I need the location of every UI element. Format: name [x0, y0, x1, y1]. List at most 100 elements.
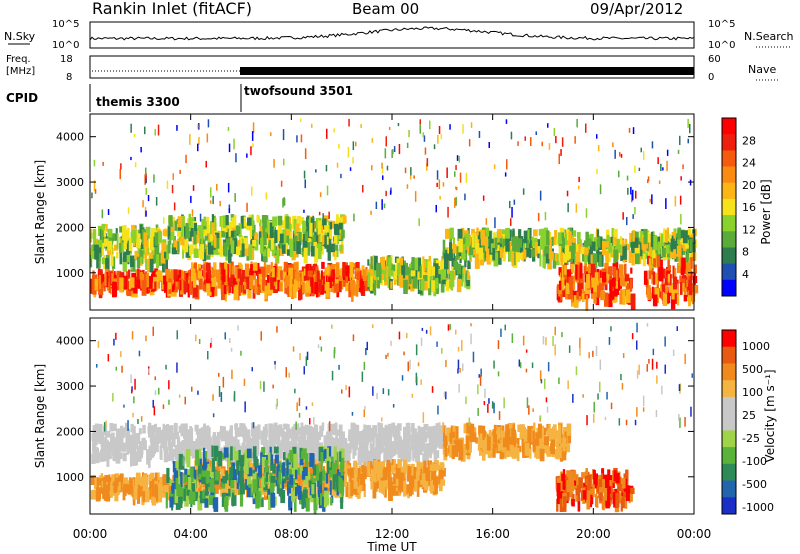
heatmap-cell: [202, 249, 207, 262]
heatmap-cell: [298, 427, 301, 435]
heatmap-cell: [458, 238, 463, 253]
heatmap-cell: [251, 186, 253, 196]
heatmap-cell: [465, 240, 470, 254]
heatmap-cell: [110, 485, 115, 495]
heatmap-cell: [610, 237, 614, 244]
heatmap-cell: [634, 207, 636, 215]
heatmap-cell: [550, 443, 555, 455]
heatmap-cell: [676, 233, 681, 247]
heatmap-cell: [324, 235, 327, 249]
heatmap-cell: [671, 231, 676, 241]
heatmap-cell: [573, 295, 579, 308]
heatmap-cell: [279, 451, 283, 460]
cpid-segment-1: themis 3300: [96, 95, 180, 109]
heatmap-cell: [523, 427, 526, 439]
heatmap-cell: [620, 289, 624, 304]
heatmap-cell: [222, 269, 226, 282]
heatmap-cell: [440, 479, 446, 486]
heatmap-cell: [151, 487, 156, 497]
heatmap-cell: [605, 250, 609, 267]
heatmap-cell: [620, 240, 624, 256]
heatmap-cell: [269, 446, 272, 458]
heatmap-cell: [289, 450, 294, 463]
heatmap-cell: [493, 402, 495, 414]
heatmap-cell: [456, 155, 459, 161]
heatmap-cell: [443, 425, 446, 442]
heatmap-cell: [572, 230, 577, 237]
heatmap-cell: [591, 263, 595, 278]
heatmap-cell: [176, 362, 178, 373]
heatmap-cell: [688, 279, 693, 296]
heatmap-cell: [227, 182, 230, 193]
heatmap-cell: [259, 477, 262, 491]
colorbar-swatch: [722, 150, 736, 168]
heatmap-cell: [268, 240, 273, 250]
heatmap-cell: [191, 386, 193, 392]
heatmap-cell: [505, 119, 508, 124]
heatmap-cell: [163, 485, 168, 493]
nsky-frame: [89, 21, 695, 49]
heatmap-cell: [369, 443, 375, 455]
heatmap-cell: [274, 360, 276, 370]
heatmap-cell: [339, 269, 343, 284]
heatmap-cell: [374, 447, 378, 456]
heatmap-cell: [240, 216, 244, 229]
heatmap-cell: [479, 449, 482, 456]
heatmap-cell: [595, 345, 598, 357]
heatmap-cell: [155, 197, 158, 206]
heatmap-cell: [330, 448, 335, 458]
heatmap-cell: [329, 222, 333, 230]
heatmap-cell: [471, 228, 475, 236]
heatmap-cell: [367, 464, 371, 476]
heatmap-cell: [246, 470, 252, 486]
heatmap-cell: [271, 442, 275, 457]
heatmap-cell: [235, 153, 237, 163]
heatmap-cell: [278, 445, 282, 455]
heatmap-cell: [383, 203, 386, 209]
heatmap-cell: [374, 471, 377, 483]
heatmap-cell: [356, 271, 361, 281]
heatmap-cell: [185, 489, 190, 500]
heatmap-cell: [377, 276, 380, 289]
heatmap-cell: [121, 282, 124, 292]
heatmap-cell: [522, 443, 527, 458]
heatmap-cell: [231, 369, 233, 379]
heatmap-cell: [260, 279, 264, 290]
heatmap-cell: [453, 237, 455, 247]
heatmap-cell: [574, 253, 577, 269]
heatmap-cell: [171, 216, 175, 224]
heatmap-cell: [434, 450, 440, 459]
heatmap-cell: [693, 272, 696, 287]
heatmap-cell: [490, 431, 495, 439]
colorbar-tick-label: 8: [742, 246, 749, 259]
heatmap-cell: [500, 439, 504, 451]
heatmap-cell: [301, 281, 305, 294]
heatmap-cell: [234, 427, 240, 437]
heatmap-cell: [322, 218, 327, 230]
heatmap-cell: [116, 442, 121, 454]
heatmap-cell: [250, 264, 255, 280]
heatmap-cell: [285, 437, 290, 449]
heatmap-cell: [615, 238, 620, 249]
heatmap-cell: [322, 496, 326, 512]
heatmap-cell: [537, 246, 541, 254]
heatmap-cell: [246, 153, 248, 158]
heatmap-cell: [511, 251, 515, 266]
heatmap-cell: [558, 267, 563, 276]
heatmap-cell: [363, 409, 365, 418]
heatmap-cell: [623, 488, 627, 500]
heatmap-cell: [215, 232, 220, 239]
heatmap-cell: [209, 234, 213, 242]
heatmap-cell: [432, 463, 438, 471]
heatmap-cell: [209, 267, 214, 284]
heatmap-cell: [226, 433, 231, 444]
heatmap-cell: [229, 467, 233, 483]
heatmap-cell: [237, 427, 243, 437]
heatmap-cell: [341, 481, 345, 493]
heatmap-cell: [409, 175, 412, 180]
heatmap-cell: [374, 478, 377, 493]
heatmap-cell: [167, 282, 172, 290]
heatmap-cell: [284, 462, 289, 473]
heatmap-cell: [680, 176, 682, 181]
heatmap-cell: [589, 233, 594, 247]
